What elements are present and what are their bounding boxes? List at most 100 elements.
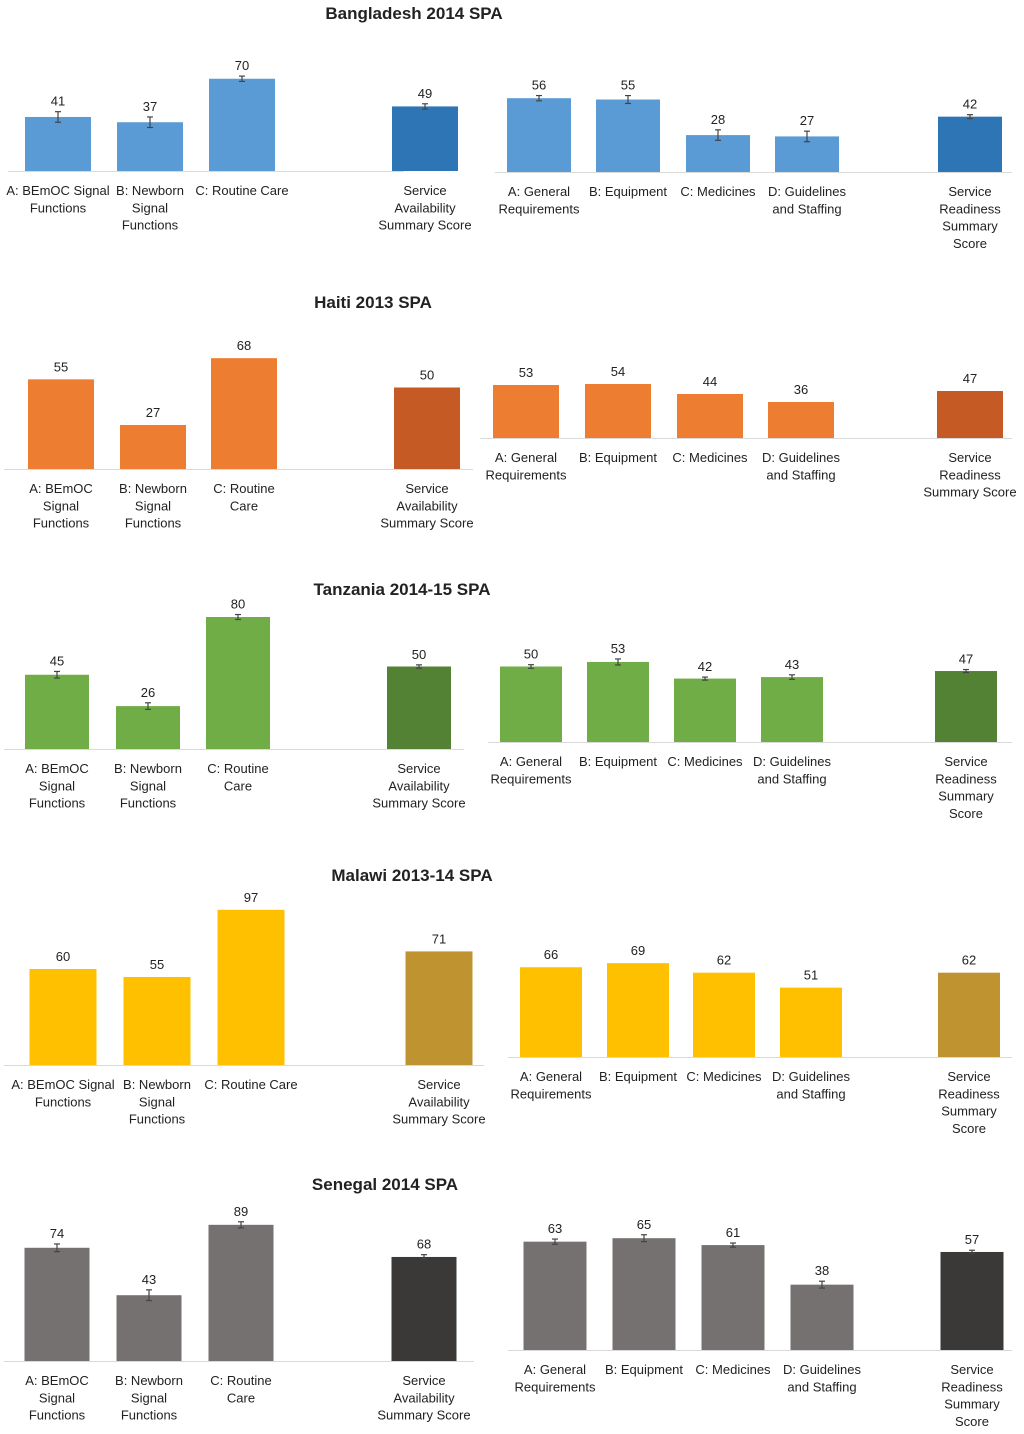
malawi-availability-value-label-1: 55 [150, 957, 164, 972]
tanzania-availability-value-label-2: 80 [231, 597, 245, 612]
malawi-readiness-bar-0 [520, 967, 582, 1057]
tanzania-availability-value-label-1: 26 [141, 685, 155, 700]
tanzania-availability-category-label-3: Service Availability Summary Score [372, 761, 465, 811]
bangladesh-readiness-category-label-3: D: Guidelines and Staffing [768, 184, 847, 216]
senegal-availability-category-label-0: A: BEmOC Signal Functions [25, 1373, 89, 1423]
haiti-availability-category-label-0: A: BEmOC Signal Functions [29, 481, 93, 531]
chart-title-senegal: Senegal 2014 SPA [311, 1175, 459, 1194]
haiti-readiness-bar-4 [937, 391, 1003, 438]
malawi-readiness-bar-1 [607, 963, 669, 1057]
chart-title-tanzania: Tanzania 2014-15 SPA [313, 580, 491, 599]
senegal-readiness-bar-2 [701, 1245, 765, 1350]
haiti-readiness-category-label-0: A: General Requirements [486, 450, 567, 482]
malawi-availability-bar-0 [29, 969, 97, 1065]
tanzania-readiness-category-label-2: C: Medicines [667, 754, 743, 769]
haiti-readiness-bar-2 [677, 394, 743, 438]
haiti-readiness-value-label-3: 36 [794, 382, 808, 397]
senegal-availability-value-label-0: 74 [50, 1226, 64, 1241]
tanzania-readiness-value-label-3: 43 [785, 657, 799, 672]
bangladesh-availability-bar-3 [392, 106, 458, 171]
senegal-availability-category-label-1: B: Newborn Signal Functions [115, 1373, 183, 1423]
senegal-availability-category-label-3: Service Availability Summary Score [377, 1373, 470, 1423]
senegal-readiness-value-label-4: 57 [965, 1232, 979, 1247]
tanzania-readiness-bar-3 [761, 677, 823, 742]
malawi-readiness-category-label-1: B: Equipment [599, 1069, 677, 1084]
senegal-readiness-bar-0 [523, 1241, 587, 1350]
haiti-availability-value-label-0: 55 [54, 359, 68, 374]
bangladesh-availability-bar-2 [209, 78, 275, 171]
senegal-availability-category-label-2: C: Routine Care [210, 1373, 271, 1405]
haiti-availability-value-label-2: 68 [237, 338, 251, 353]
tanzania-readiness-value-label-2: 42 [698, 659, 712, 674]
bangladesh-readiness-bar-4 [938, 116, 1002, 172]
malawi-readiness-bar-3 [780, 987, 842, 1057]
tanzania-readiness-value-label-0: 50 [524, 647, 538, 662]
malawi-readiness-bar-4 [938, 972, 1000, 1057]
haiti-availability-value-label-1: 27 [146, 405, 160, 420]
haiti-readiness-bar-0 [493, 385, 559, 438]
bangladesh-readiness-value-label-4: 42 [963, 97, 977, 112]
senegal-readiness-category-label-2: C: Medicines [695, 1362, 771, 1377]
bangladesh-readiness-bar-0 [507, 98, 571, 172]
senegal-readiness-category-label-0: A: General Requirements [515, 1362, 596, 1394]
malawi-readiness-value-label-1: 69 [631, 943, 645, 958]
haiti-readiness-category-label-1: B: Equipment [579, 450, 657, 465]
senegal-readiness-bar-3 [790, 1284, 854, 1350]
malawi-availability-category-label-3: Service Availability Summary Score [392, 1077, 485, 1127]
tanzania-readiness-bar-4 [935, 671, 997, 742]
bangladesh-readiness-bar-2 [686, 135, 750, 172]
bangladesh-availability-category-label-0: A: BEmOC Signal Functions [6, 183, 109, 215]
haiti-availability-bar-2 [211, 358, 277, 469]
haiti-readiness-value-label-2: 44 [703, 374, 717, 389]
bangladesh-readiness-category-label-1: B: Equipment [589, 184, 667, 199]
bangladesh-availability-bar-0 [25, 116, 91, 171]
tanzania-availability-category-label-1: B: Newborn Signal Functions [114, 761, 182, 811]
tanzania-availability-value-label-0: 45 [50, 653, 64, 668]
senegal-readiness-value-label-0: 63 [548, 1221, 562, 1236]
malawi-availability-bar-1 [123, 977, 191, 1065]
tanzania-availability-bar-2 [206, 617, 270, 749]
malawi-readiness-value-label-0: 66 [544, 947, 558, 962]
senegal-availability-value-label-3: 68 [417, 1237, 431, 1252]
tanzania-readiness-value-label-4: 47 [959, 652, 973, 667]
bangladesh-availability-value-label-0: 41 [51, 94, 65, 109]
senegal-availability-bar-3 [391, 1256, 457, 1361]
haiti-readiness-bar-1 [585, 384, 651, 438]
bangladesh-availability-category-label-1: B: Newborn Signal Functions [116, 183, 184, 233]
senegal-readiness-value-label-1: 65 [637, 1217, 651, 1232]
tanzania-readiness-category-label-0: A: General Requirements [491, 754, 572, 786]
bangladesh-readiness-bar-3 [775, 136, 839, 172]
tanzania-availability-category-label-2: C: Routine Care [207, 761, 268, 793]
haiti-availability-bar-0 [28, 379, 94, 469]
malawi-readiness-bar-2 [693, 972, 755, 1057]
senegal-availability-value-label-2: 89 [234, 1204, 248, 1219]
tanzania-readiness-bar-1 [587, 661, 649, 742]
senegal-readiness-value-label-3: 38 [815, 1263, 829, 1278]
bangladesh-readiness-category-label-2: C: Medicines [680, 184, 756, 199]
malawi-readiness-value-label-3: 51 [804, 968, 818, 983]
bangladesh-readiness-category-label-0: A: General Requirements [499, 184, 580, 216]
haiti-availability-category-label-2: C: Routine Care [213, 481, 274, 513]
bangladesh-availability-value-label-2: 70 [235, 58, 249, 73]
tanzania-availability-bar-3 [387, 666, 451, 749]
tanzania-availability-bar-0 [25, 674, 89, 749]
bangladesh-readiness-value-label-1: 55 [621, 78, 635, 93]
haiti-readiness-value-label-4: 47 [963, 371, 977, 386]
tanzania-readiness-category-label-4: Service Readiness Summary Score [935, 754, 997, 821]
senegal-readiness-category-label-3: D: Guidelines and Staffing [783, 1362, 862, 1394]
haiti-availability-bar-1 [120, 424, 186, 469]
senegal-readiness-value-label-2: 61 [726, 1225, 740, 1240]
tanzania-readiness-value-label-1: 53 [611, 641, 625, 656]
haiti-readiness-bar-3 [768, 402, 834, 438]
haiti-readiness-category-label-3: D: Guidelines and Staffing [762, 450, 841, 482]
tanzania-readiness-bar-2 [674, 678, 736, 742]
chart-title-malawi: Malawi 2013-14 SPA [331, 866, 493, 885]
senegal-availability-bar-2 [208, 1224, 274, 1361]
bangladesh-availability-bar-1 [117, 122, 183, 171]
bangladesh-readiness-bar-1 [596, 99, 660, 172]
malawi-availability-category-label-2: C: Routine Care [204, 1077, 297, 1092]
senegal-readiness-bar-4 [940, 1251, 1004, 1350]
haiti-availability-bar-3 [394, 387, 460, 469]
haiti-readiness-category-label-2: C: Medicines [672, 450, 748, 465]
